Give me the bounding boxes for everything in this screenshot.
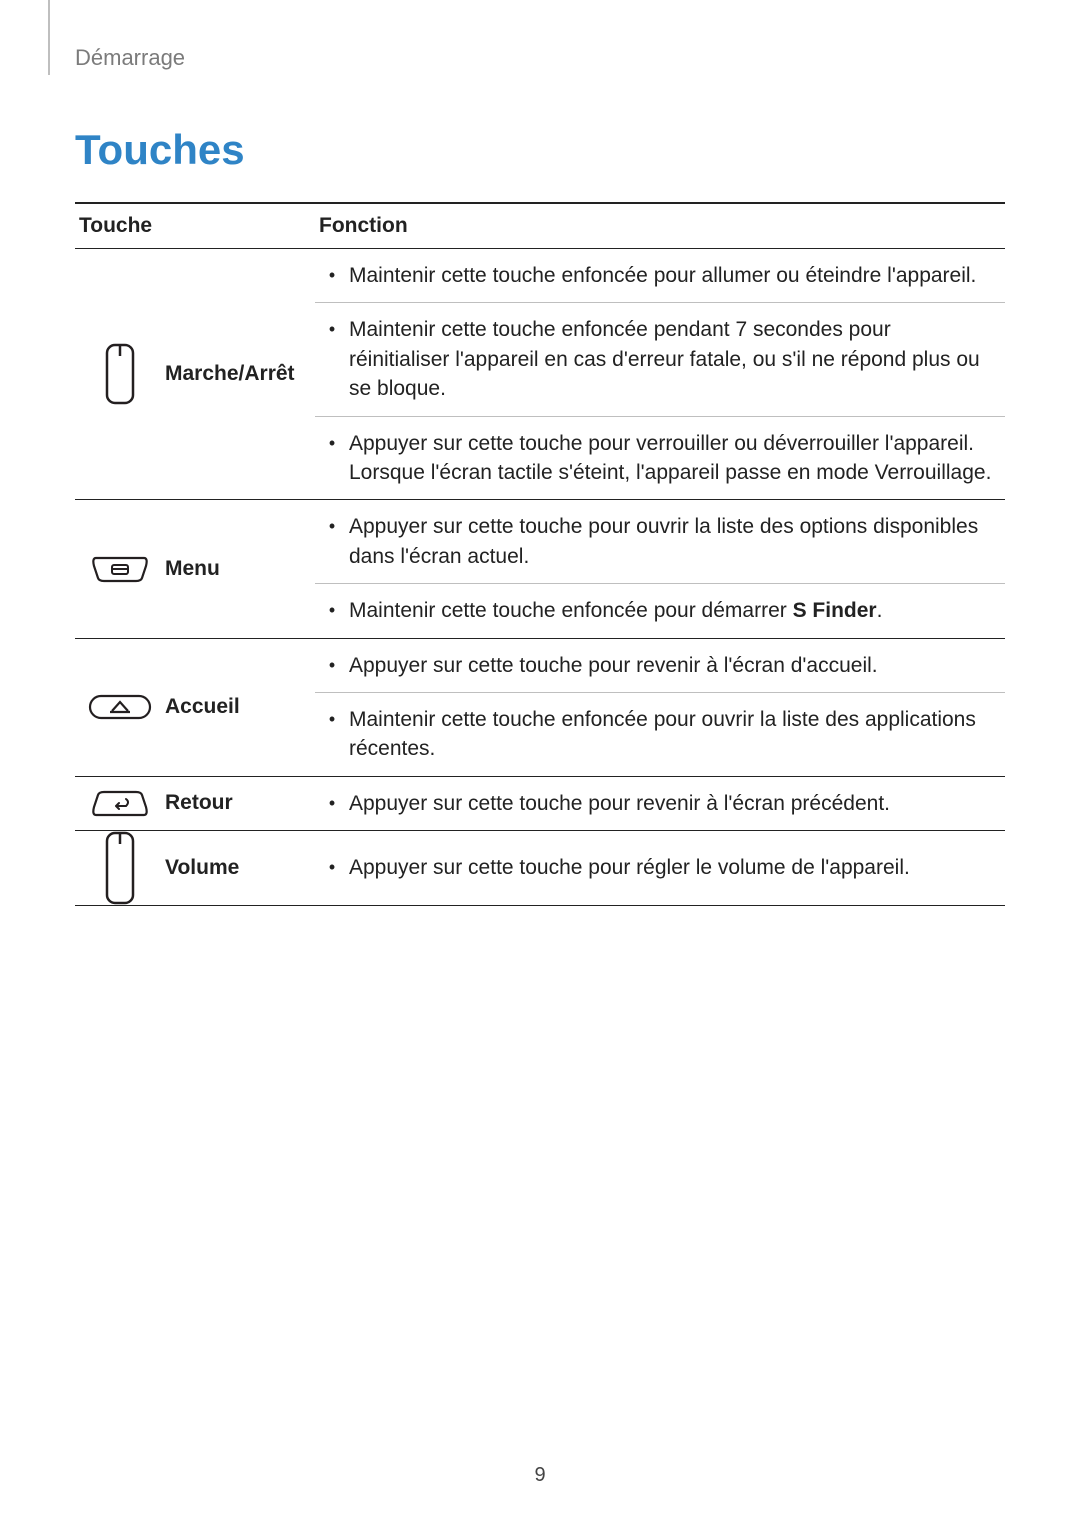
function-cell: • Appuyer sur cette touche pour revenir …: [315, 638, 1005, 776]
key-label: Menu: [165, 500, 315, 638]
table-row: Accueil • Appuyer sur cette touche pour …: [75, 638, 1005, 776]
table-row: Marche/Arrêt • Maintenir cette touche en…: [75, 249, 1005, 500]
function-cell: • Maintenir cette touche enfoncée pour a…: [315, 249, 1005, 500]
menu-button-icon: [90, 554, 150, 584]
function-item: • Maintenir cette touche enfoncée pendan…: [315, 302, 1005, 415]
bullet: •: [315, 512, 349, 541]
volume-button-icon: [105, 831, 135, 905]
home-button-icon: [87, 693, 153, 721]
key-label: Retour: [165, 776, 315, 830]
icon-cell: [75, 249, 165, 500]
bullet: •: [315, 429, 349, 458]
table-row: Menu • Appuyer sur cette touche pour ouv…: [75, 500, 1005, 638]
table-body: Marche/Arrêt • Maintenir cette touche en…: [75, 249, 1005, 906]
bullet: •: [315, 315, 349, 344]
icon-cell: [75, 831, 165, 906]
function-text: Maintenir cette touche enfoncée pour all…: [349, 261, 995, 290]
page-number: 9: [0, 1464, 1080, 1487]
function-item: • Appuyer sur cette touche pour revenir …: [315, 777, 1005, 830]
page-title: Touches: [75, 126, 1005, 174]
function-item: • Appuyer sur cette touche pour régler l…: [315, 841, 1005, 894]
page-content: Démarrage Touches Touche Fonction Marche…: [0, 0, 1080, 906]
table-header-touche: Touche: [75, 203, 315, 249]
icon-cell: [75, 638, 165, 776]
function-item: • Appuyer sur cette touche pour revenir …: [315, 639, 1005, 692]
function-text: Appuyer sur cette touche pour revenir à …: [349, 789, 995, 818]
bullet: •: [315, 789, 349, 818]
function-item: • Maintenir cette touche enfoncée pour d…: [315, 583, 1005, 637]
bullet: •: [315, 651, 349, 680]
function-text: Maintenir cette touche enfoncée pour ouv…: [349, 705, 995, 764]
function-cell: • Appuyer sur cette touche pour ouvrir l…: [315, 500, 1005, 638]
table-row: Retour • Appuyer sur cette touche pour r…: [75, 776, 1005, 830]
key-label: Marche/Arrêt: [165, 249, 315, 500]
function-text: Appuyer sur cette touche pour régler le …: [349, 853, 995, 882]
key-label: Volume: [165, 831, 315, 906]
table-row: Volume • Appuyer sur cette touche pour r…: [75, 831, 1005, 906]
function-cell: • Appuyer sur cette touche pour revenir …: [315, 776, 1005, 830]
function-text: Appuyer sur cette touche pour ouvrir la …: [349, 512, 995, 571]
bullet: •: [315, 705, 349, 734]
keys-table: Touche Fonction Marche/Arrêt • Maintenir…: [75, 202, 1005, 906]
function-item: • Maintenir cette touche enfoncée pour o…: [315, 692, 1005, 776]
bullet: •: [315, 596, 349, 625]
icon-cell: [75, 776, 165, 830]
function-item: • Appuyer sur cette touche pour verrouil…: [315, 416, 1005, 500]
power-button-icon: [105, 343, 135, 405]
function-text-prefix: Maintenir cette touche enfoncée pour dém…: [349, 599, 793, 622]
function-item: • Maintenir cette touche enfoncée pour a…: [315, 249, 1005, 302]
function-text-suffix: .: [877, 599, 883, 622]
header-divider: [48, 0, 50, 75]
bullet: •: [315, 261, 349, 290]
function-text-bold: S Finder: [793, 599, 877, 622]
function-text: Maintenir cette touche enfoncée pour dém…: [349, 596, 995, 625]
breadcrumb: Démarrage: [75, 45, 1005, 71]
back-button-icon: [90, 788, 150, 818]
function-cell: • Appuyer sur cette touche pour régler l…: [315, 831, 1005, 906]
function-text: Maintenir cette touche enfoncée pendant …: [349, 315, 995, 403]
key-label: Accueil: [165, 638, 315, 776]
bullet: •: [315, 853, 349, 882]
function-text: Appuyer sur cette touche pour verrouille…: [349, 429, 995, 488]
icon-cell: [75, 500, 165, 638]
table-header-fonction: Fonction: [315, 203, 1005, 249]
function-item: • Appuyer sur cette touche pour ouvrir l…: [315, 500, 1005, 583]
function-text: Appuyer sur cette touche pour revenir à …: [349, 651, 995, 680]
